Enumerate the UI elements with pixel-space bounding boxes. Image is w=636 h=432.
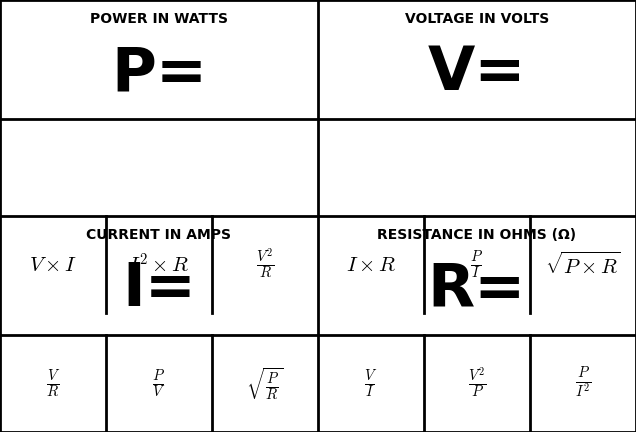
Text: $\frac{P}{I^2}$: $\frac{P}{I^2}$ [575, 366, 591, 401]
Text: $\frac{V}{R}$: $\frac{V}{R}$ [46, 367, 60, 400]
Text: $\frac{V}{I}$: $\frac{V}{I}$ [364, 367, 378, 400]
Text: CURRENT IN AMPS: CURRENT IN AMPS [86, 229, 232, 242]
Text: $\frac{V^2}{R}$: $\frac{V^2}{R}$ [256, 247, 274, 282]
Text: I=: I= [122, 260, 196, 319]
Text: V=: V= [428, 44, 526, 103]
Text: $\frac{P}{V}$: $\frac{P}{V}$ [153, 367, 165, 400]
Text: $\sqrt{\frac{P}{R}}$: $\sqrt{\frac{P}{R}}$ [246, 365, 284, 402]
Text: $V \times I$: $V \times I$ [29, 254, 77, 275]
Text: R=: R= [428, 260, 526, 319]
Text: $\sqrt{P \times R}$: $\sqrt{P \times R}$ [545, 251, 621, 278]
Text: $\frac{V^2}{P}$: $\frac{V^2}{P}$ [468, 366, 486, 401]
Text: $I^2 \times R$: $I^2 \times R$ [128, 253, 190, 276]
Text: P=: P= [111, 44, 207, 103]
Text: $\frac{P}{I}$: $\frac{P}{I}$ [471, 248, 483, 281]
Text: VOLTAGE IN VOLTS: VOLTAGE IN VOLTS [405, 13, 549, 26]
Text: $I \times R$: $I \times R$ [346, 254, 396, 275]
Text: RESISTANCE IN OHMS (Ω): RESISTANCE IN OHMS (Ω) [377, 229, 577, 242]
Text: POWER IN WATTS: POWER IN WATTS [90, 13, 228, 26]
